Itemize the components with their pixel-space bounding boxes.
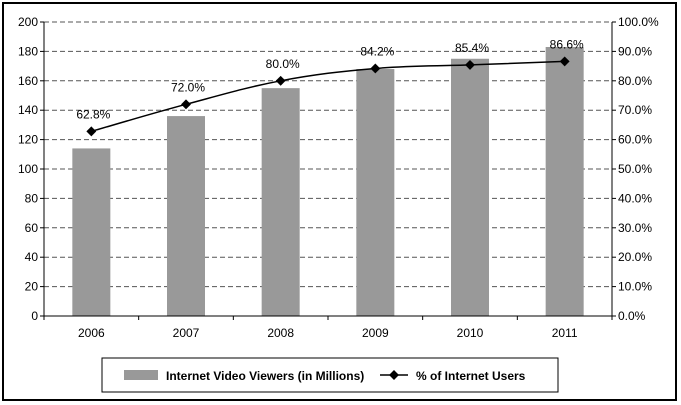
legend-bar-swatch — [124, 370, 158, 380]
data-label: 84.2% — [360, 44, 394, 58]
line-marker — [275, 75, 286, 86]
left-tick-label: 60 — [25, 221, 39, 235]
x-axis-ticks: 2006 2007 2008 2009 2010 2011 — [43, 316, 613, 340]
bar — [451, 58, 489, 316]
right-tick-label: 80.0% — [618, 74, 652, 88]
x-tick-label: 2007 — [173, 326, 200, 340]
line-series: 62.8% 72.0% 80.0% 84.2% 85.4% 86.6% — [76, 37, 584, 137]
x-tick-label: 2008 — [267, 326, 294, 340]
left-tick-label: 140 — [18, 103, 38, 117]
line-marker — [86, 126, 97, 137]
left-tick-label: 100 — [18, 162, 38, 176]
left-tick-label: 20 — [25, 280, 39, 294]
x-tick-label: 2009 — [362, 326, 389, 340]
right-tick-label: 50.0% — [618, 162, 652, 176]
gridlines — [44, 21, 612, 288]
left-tick-label: 80 — [25, 191, 39, 205]
x-tick-label: 2006 — [78, 326, 105, 340]
legend-box — [101, 357, 559, 393]
left-tick-label: 120 — [18, 133, 38, 147]
line-marker — [559, 56, 570, 67]
right-tick-label: 60.0% — [618, 133, 652, 147]
left-tick-label: 40 — [25, 250, 39, 264]
x-tick-label: 2010 — [457, 326, 484, 340]
bar — [545, 46, 584, 317]
legend-bar-label: Internet Video Viewers (in Millions) — [166, 369, 364, 383]
left-tick-label: 200 — [18, 15, 38, 29]
left-axis-ticks: 0 20 40 60 80 100 120 140 160 180 200 — [18, 15, 44, 323]
right-tick-label: 0.0% — [618, 309, 646, 323]
right-tick-label: 40.0% — [618, 191, 652, 205]
data-label: 72.0% — [171, 80, 205, 94]
left-tick-label: 180 — [18, 44, 38, 58]
right-tick-label: 100.0% — [618, 15, 659, 29]
bar — [72, 148, 111, 316]
data-label: 62.8% — [76, 107, 110, 121]
right-axis-ticks: 0.0% 10.0% 20.0% 30.0% 40.0% 50.0% 60.0% 70.0% 8… — [612, 15, 659, 323]
right-tick-label: 20.0% — [618, 250, 652, 264]
data-label: 85.4% — [455, 41, 489, 55]
legend-line-label: % of Internet Users — [416, 369, 526, 383]
right-tick-label: 30.0% — [618, 221, 652, 235]
bar — [356, 69, 395, 316]
legend-line-marker — [389, 370, 399, 380]
left-tick-label: 160 — [18, 74, 38, 88]
bar-series — [72, 46, 584, 317]
data-label: 86.6% — [550, 37, 584, 51]
left-tick-label: 0 — [31, 309, 38, 323]
right-tick-label: 90.0% — [618, 44, 652, 58]
line-marker — [181, 99, 191, 110]
right-tick-label: 10.0% — [618, 280, 652, 294]
data-label: 80.0% — [266, 57, 300, 71]
x-tick-label: 2011 — [552, 326, 578, 340]
legend: Internet Video Viewers (in Millions) % o… — [101, 357, 559, 393]
bar — [261, 88, 300, 317]
right-tick-label: 70.0% — [618, 103, 652, 117]
bar — [167, 116, 205, 316]
series-line — [91, 60, 565, 133]
